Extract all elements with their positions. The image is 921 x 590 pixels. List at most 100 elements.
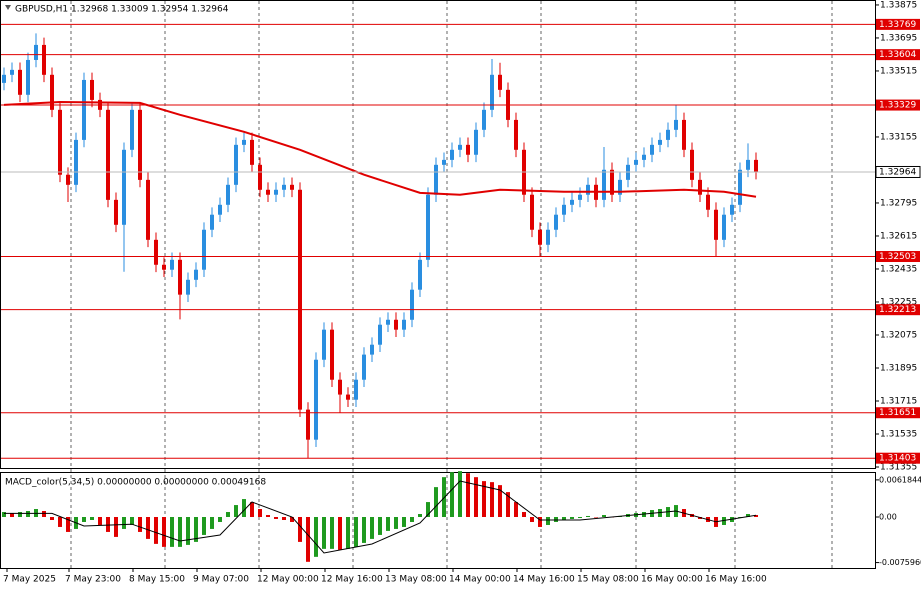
- candle-body: [514, 119, 518, 150]
- macd-bar: [2, 512, 6, 517]
- macd-bar: [410, 517, 414, 522]
- candle-body: [730, 204, 734, 215]
- macd-bar: [210, 517, 214, 529]
- macd-bar: [530, 517, 534, 522]
- macd-bar: [578, 517, 582, 519]
- x-tick-label: 12 May 00:00: [257, 575, 319, 585]
- candle-body: [210, 214, 214, 230]
- macd-bar: [498, 485, 502, 517]
- candle-body: [402, 319, 406, 330]
- candle-body: [298, 189, 302, 410]
- candle-body: [450, 149, 454, 160]
- macd-bar: [130, 517, 134, 525]
- macd-bar: [194, 517, 198, 542]
- x-tick-label: 7 May 23:00: [65, 575, 121, 585]
- candle-body: [322, 329, 326, 360]
- macd-bar: [58, 517, 62, 527]
- candle-body: [442, 159, 446, 165]
- macd-bar: [434, 487, 438, 517]
- candle-body: [394, 319, 398, 330]
- symbol-icon[interactable]: [5, 5, 11, 10]
- candle-body: [194, 269, 198, 280]
- x-tick-label: 14 May 00:00: [449, 575, 511, 585]
- candle-body: [546, 229, 550, 245]
- x-tick-label: 16 May 00:00: [641, 575, 703, 585]
- candle-body: [642, 154, 646, 160]
- price-level-tag: [876, 452, 920, 464]
- macd-bar: [26, 511, 30, 517]
- x-tick-label: 16 May 16:00: [705, 575, 767, 585]
- candle-body: [314, 359, 318, 440]
- candle-body: [274, 189, 278, 195]
- macd-bar: [386, 517, 390, 531]
- macd-bar: [122, 517, 126, 529]
- candle-body: [106, 109, 110, 200]
- macd-bar: [482, 481, 486, 517]
- candle-body: [410, 289, 414, 320]
- macd-bar: [330, 517, 334, 549]
- candle-body: [218, 204, 222, 215]
- macd-bar: [522, 512, 526, 517]
- candle-body: [82, 79, 86, 140]
- x-tick-label: 12 May 16:00: [321, 575, 383, 585]
- last-price-label: 1.32964: [879, 167, 916, 177]
- price-level-tag: [876, 251, 920, 263]
- candle-body: [370, 344, 374, 355]
- candle-body: [18, 69, 22, 95]
- macd-bar: [354, 517, 358, 547]
- candle-body: [306, 409, 310, 440]
- candle-body: [42, 44, 46, 75]
- macd-bar: [282, 517, 286, 520]
- candle-body: [114, 199, 118, 225]
- price-level-tag: [876, 99, 920, 111]
- y-tick-label: 1.31355: [880, 463, 917, 473]
- macd-bar: [466, 473, 470, 517]
- macd-bar: [186, 517, 190, 545]
- candle-body: [434, 164, 438, 195]
- candle-body: [66, 174, 70, 185]
- candle-body: [530, 194, 534, 230]
- y-tick-label: 1.32795: [880, 198, 917, 208]
- candle-body: [362, 354, 366, 380]
- candle-body: [426, 194, 430, 260]
- candle-body: [490, 74, 494, 110]
- macd-bar: [10, 513, 14, 517]
- macd-tick-label: 0.00: [879, 513, 897, 522]
- macd-bar: [394, 517, 398, 529]
- candle-body: [562, 204, 566, 215]
- candle-body: [618, 179, 622, 195]
- macd-bar: [154, 517, 158, 544]
- candle-body: [146, 179, 150, 240]
- candle-body: [258, 164, 262, 190]
- macd-bar: [378, 517, 382, 535]
- macd-bar: [42, 511, 46, 517]
- macd-bar: [170, 517, 174, 547]
- candle-body: [178, 259, 182, 295]
- macd-bar: [474, 477, 478, 517]
- macd-bar: [138, 517, 142, 532]
- macd-bar: [658, 509, 662, 517]
- x-tick-label: 14 May 16:00: [513, 575, 575, 585]
- y-tick-label: 1.32615: [880, 231, 917, 241]
- candle-body: [2, 74, 6, 83]
- candle-body: [130, 109, 134, 150]
- x-tick-label: 13 May 08:00: [385, 575, 447, 585]
- candle-body: [538, 229, 542, 245]
- macd-bar: [586, 515, 590, 517]
- macd-bar: [218, 517, 222, 522]
- macd-tick-label: 0.0061844: [879, 475, 921, 484]
- candle-body: [34, 44, 38, 60]
- price-level-label: 1.32213: [879, 305, 916, 315]
- candle-body: [266, 189, 270, 195]
- candle-body: [290, 184, 294, 190]
- candle-body: [458, 144, 462, 150]
- macd-bar: [594, 517, 598, 518]
- macd-bar: [178, 517, 182, 547]
- macd-bar: [322, 517, 326, 549]
- macd-bar: [642, 512, 646, 517]
- x-tick-label: 7 May 2025: [3, 575, 56, 585]
- macd-bar: [234, 505, 238, 517]
- candle-body: [714, 209, 718, 240]
- macd-bar: [266, 515, 270, 517]
- candle-body: [386, 319, 390, 325]
